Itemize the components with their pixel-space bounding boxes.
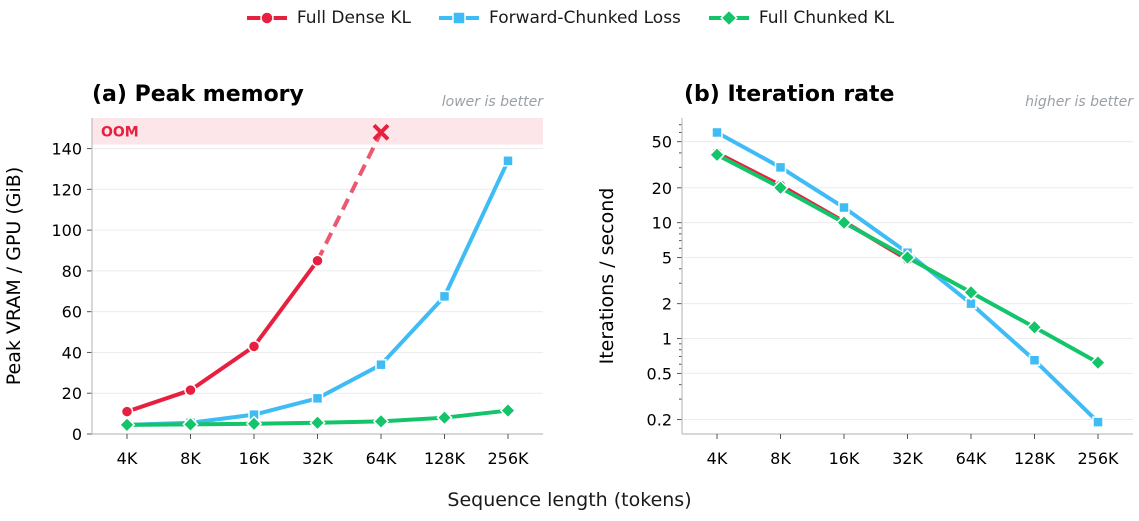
forward-point [1092,416,1104,428]
y-tick-label: 2 [662,295,672,314]
forward-point [774,161,787,174]
chunked-point [309,414,326,431]
x-tick-label: 256K [487,449,529,468]
x-tick-label: 64K [366,449,397,468]
legend-label: Forward-Chunked Loss [489,8,681,28]
chunked-point [708,146,726,164]
legend-point [260,11,274,25]
chunked-point [962,284,980,301]
y-tick-label: 20 [652,179,672,198]
forward-point [502,155,514,167]
legend-item: Full Chunked KL [707,8,894,28]
forward-point [375,358,387,371]
chunked-point [772,179,789,196]
legend: Full Dense KL Forward-Chunked Loss Full Ch… [0,8,1139,28]
x-tick-label: 8K [180,449,201,468]
y-tick-label: 0 [72,425,82,444]
chunked-point [499,402,517,419]
oom-marker [372,123,390,141]
panel-memory: OOM 0 20 40 60 80 100 120 140 4K 8K 16K 32K 64K 128K 25… [3,82,544,468]
chunked-point [436,409,453,426]
legend-point [720,10,738,26]
legend-label: Full Chunked KL [758,8,895,28]
y-tick-label: 100 [51,221,82,240]
y-tick-label: 140 [51,140,82,159]
x-tick-label: 8K [770,449,791,468]
forward-point [438,290,451,303]
x-axis-label: Sequence length (tokens) [447,489,692,511]
x-tick-label: 32K [892,449,923,468]
x-tick-label: 16K [829,449,860,468]
x-tick-label: 4K [117,449,138,468]
dense-point [311,254,324,267]
y-tick-label: 120 [51,180,82,199]
chunked-point [372,413,390,430]
y-tick-label: 1 [662,330,672,349]
chunked-point [1089,354,1107,371]
forward-series-line [715,130,1100,425]
y-tick-label: 50 [652,133,672,152]
y-tick-label: 10 [652,214,672,233]
panel-note: lower is better [442,94,544,110]
chunked-point [1026,319,1043,336]
legend-item: Forward-Chunked Loss [437,8,681,28]
chunked-point [182,416,199,433]
dense-point [247,340,261,353]
forward-point [711,126,723,139]
x-tick-label: 64K [956,449,987,468]
legend-item: Full Dense KL [245,8,411,28]
chunked-point [899,249,916,266]
chunked-point [835,214,853,231]
dense-series-line [125,258,320,414]
legend-label: Full Dense KL [296,8,412,28]
x-tick-label: 256K [1077,449,1119,468]
chunked-point [245,415,263,433]
panel-title: (a) Peak memory [92,82,304,107]
forward-point [1028,354,1041,366]
dense-point [184,383,197,397]
oom-band [92,118,543,145]
forward-point [838,201,850,214]
y-tick-label: 0.5 [647,364,672,383]
y-tick-label: 60 [62,303,82,322]
legend-swatch [708,10,749,26]
x-tick-label: 16K [239,449,270,468]
dense-series-extrapolation [315,131,383,262]
legend-swatch [246,11,287,25]
panel-note: higher is better [1025,94,1134,110]
y-tick-label: 20 [62,384,82,403]
panel-title: (b) Iteration rate [684,82,894,107]
legend-point [452,11,466,25]
x-tick-label: 128K [424,449,466,468]
y-axis-label: Peak VRAM / GPU (GiB) [3,167,25,385]
y-tick-label: 0.2 [647,411,672,430]
y-tick-label: 5 [662,249,672,268]
x-tick-label: 32K [302,449,333,468]
oom-label: OOM [101,124,139,140]
y-tick-label: 80 [62,262,82,281]
legend-swatch [439,11,480,25]
chunked-point [118,416,136,434]
y-axis-label: Iterations / second [596,188,618,365]
y-tick-label: 40 [62,343,82,362]
x-tick-label: 4K [707,449,728,468]
forward-series-line [125,158,510,427]
x-tick-label: 128K [1014,449,1056,468]
dense-point [120,405,134,418]
forward-point [311,392,324,405]
panel-iteration-rate: 0.2 0.5 1 2 5 10 20 50 4K 8K 16K 32K 64K 128K 256K (b) … [596,82,1134,468]
